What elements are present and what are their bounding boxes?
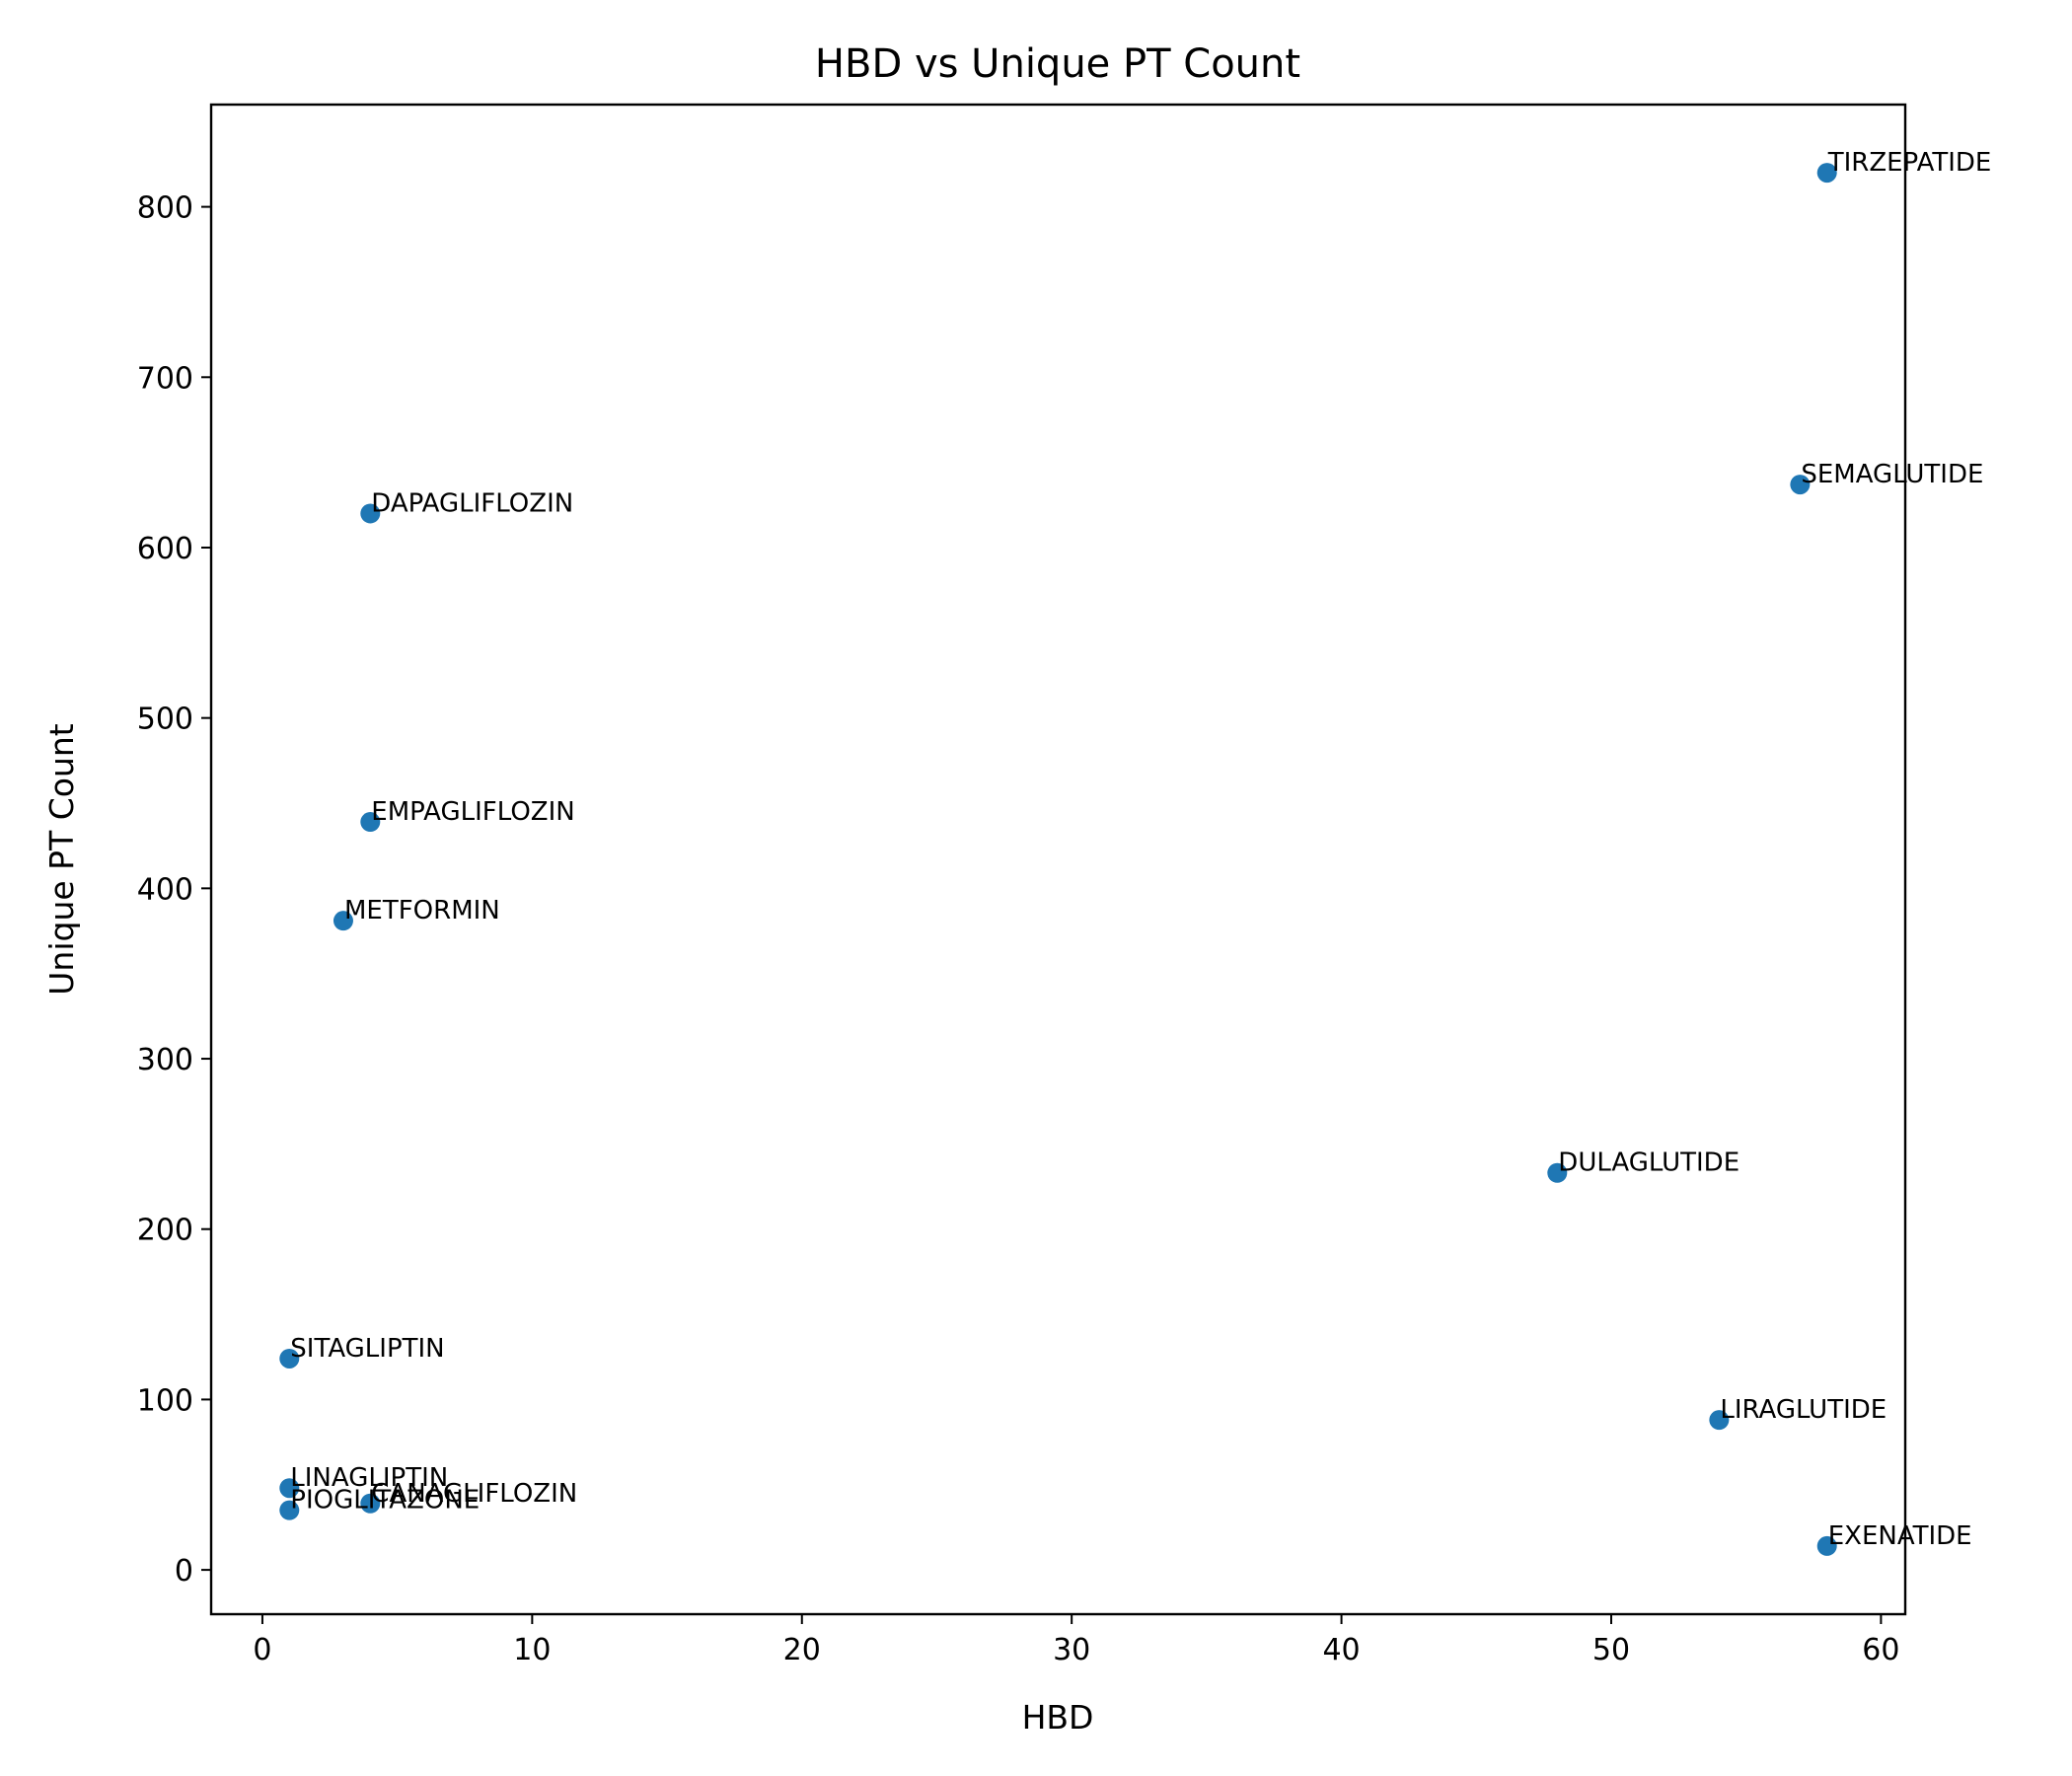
plot-area-frame — [209, 103, 1907, 1616]
data-point-label: METFORMIN — [344, 896, 500, 925]
data-point — [1816, 163, 1837, 184]
data-point — [360, 503, 381, 524]
data-point-label: EXENATIDE — [1828, 1521, 1972, 1551]
data-point-label: SITAGLIPTIN — [290, 1334, 444, 1364]
data-point — [279, 1500, 300, 1520]
y-tick-label: 200 — [137, 1214, 193, 1248]
data-point-label: TIRZEPATIDE — [1827, 148, 1992, 178]
data-point-label: DAPAGLIFLOZIN — [371, 488, 573, 518]
data-points — [279, 163, 1837, 1556]
data-point-label: LINAGLIPTIN — [290, 1463, 448, 1493]
data-point — [279, 1478, 300, 1499]
x-tick-label: 40 — [1322, 1633, 1360, 1667]
x-tick-label: 30 — [1053, 1633, 1090, 1667]
y-axis-ticks: 0 100 200 300 400 500 600 700 800 — [137, 191, 211, 1589]
data-point-label: LIRAGLUTIDE — [1720, 1395, 1887, 1425]
x-tick-label: 20 — [783, 1633, 821, 1667]
x-axis-label: HBD — [1022, 1698, 1094, 1737]
y-tick-label: 100 — [137, 1383, 193, 1418]
y-tick-label: 700 — [137, 361, 193, 396]
point-labels: TIRZEPATIDE SEMAGLUTIDE DAPAGLIFLOZIN EMPAG… — [290, 148, 1991, 1551]
y-tick-label: 800 — [137, 191, 193, 226]
x-tick-label: 0 — [253, 1633, 271, 1667]
data-point — [360, 812, 381, 833]
data-point — [1547, 1162, 1568, 1183]
y-tick-label: 0 — [175, 1554, 193, 1589]
data-point-label: SEMAGLUTIDE — [1801, 460, 1983, 489]
y-tick-label: 600 — [137, 532, 193, 566]
y-tick-label: 300 — [137, 1043, 193, 1077]
data-point — [1790, 475, 1811, 495]
data-point — [360, 1493, 381, 1514]
y-tick-label: 400 — [137, 872, 193, 907]
chart-title: HBD vs Unique PT Count — [815, 41, 1300, 87]
data-point-label: DULAGLUTIDE — [1558, 1148, 1739, 1178]
data-point-label: CANAGLIFLOZIN — [371, 1479, 577, 1509]
data-point — [1816, 1535, 1837, 1556]
data-point — [279, 1348, 300, 1369]
x-tick-label: 50 — [1592, 1633, 1630, 1667]
x-tick-label: 10 — [513, 1633, 551, 1667]
y-axis-label: Unique PT Count — [42, 723, 81, 996]
data-point — [333, 911, 353, 931]
data-point-label: EMPAGLIFLOZIN — [371, 797, 574, 827]
data-point-label: PIOGLITAZONE — [290, 1486, 480, 1516]
data-point — [1709, 1410, 1730, 1431]
y-tick-label: 500 — [137, 703, 193, 737]
x-tick-label: 60 — [1862, 1633, 1899, 1667]
x-axis-ticks: 0 10 20 30 40 50 60 — [253, 1614, 1899, 1667]
